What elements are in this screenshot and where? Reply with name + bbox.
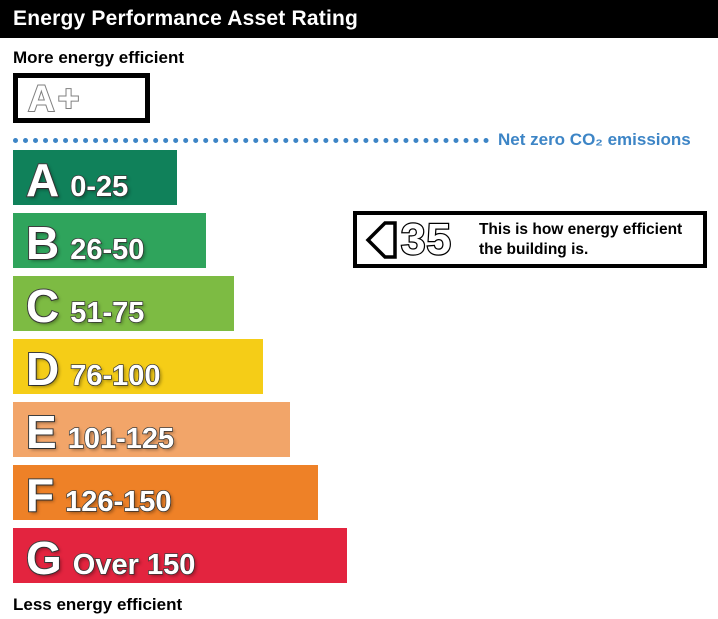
rating-bands: A 0-25 B 26-50 C 51-75 D 76-100 E 101-12… xyxy=(13,150,718,583)
header-bar: Energy Performance Asset Rating xyxy=(0,0,718,38)
band-row-b: B 26-50 xyxy=(13,213,206,268)
more-efficient-label: More energy efficient xyxy=(13,48,184,67)
band-range: 101-125 xyxy=(67,423,175,455)
band-letter: B xyxy=(25,217,60,269)
band-letter: G xyxy=(25,532,63,584)
less-efficient-label: Less energy efficient xyxy=(13,595,183,614)
net-zero-dotted-line xyxy=(13,137,489,143)
band-range: 51-75 xyxy=(69,297,145,329)
rating-value: 35 xyxy=(400,214,452,264)
band-row-g: G Over 150 xyxy=(13,528,347,583)
band-range: 26-50 xyxy=(69,234,145,266)
band-range: 76-100 xyxy=(69,360,161,392)
net-zero-label: Net zero CO₂ emissions xyxy=(498,130,691,149)
net-zero-row: Net zero CO₂ emissions xyxy=(13,130,718,149)
rating-description: This is how energy efficient the buildin… xyxy=(478,221,683,258)
band-letter: F xyxy=(25,469,55,521)
band-range: 126-150 xyxy=(64,486,172,518)
rating-indicator: 35 This is how energy efficient the buil… xyxy=(353,211,707,268)
band-range: Over 150 xyxy=(72,549,196,581)
left-arrow-icon xyxy=(365,220,397,259)
band-letter: E xyxy=(25,406,58,458)
a-plus-box: A+ xyxy=(13,73,150,123)
band-row-f: F 126-150 xyxy=(13,465,318,520)
band-row-c: C 51-75 xyxy=(13,276,234,331)
band-row-e: E 101-125 xyxy=(13,402,290,457)
band-letter: A xyxy=(25,154,60,206)
band-letter: C xyxy=(25,280,60,332)
band-letter: D xyxy=(25,343,60,395)
a-plus-label: A+ xyxy=(27,77,83,119)
band-range: 0-25 xyxy=(69,171,129,203)
band-row-a: A 0-25 xyxy=(13,150,177,205)
band-row-d: D 76-100 xyxy=(13,339,263,394)
page-title: Energy Performance Asset Rating xyxy=(13,7,359,30)
